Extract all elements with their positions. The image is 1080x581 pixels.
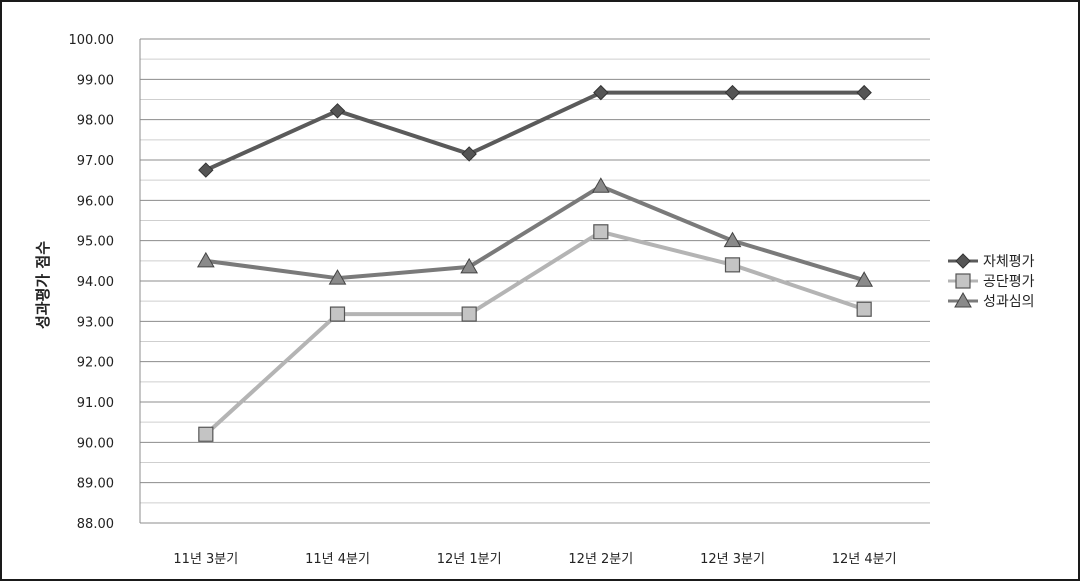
series-0-point-3 [593, 84, 609, 101]
legend-marker-2 [954, 291, 972, 308]
series-2-point-5 [855, 271, 874, 287]
series-line-2 [205, 184, 865, 283]
series-1-point-5 [856, 301, 872, 317]
y-tick-label-9: 97.00 [77, 154, 114, 169]
series-1-point-3 [593, 224, 609, 240]
series-markers [196, 84, 874, 442]
series-0-point-5 [856, 84, 872, 101]
legend-marker-1 [955, 273, 971, 289]
series-0-point-2 [461, 146, 477, 162]
legend-label-2: 성과심의 [983, 294, 1035, 310]
series-line-1 [204, 229, 865, 436]
y-tick-label-0: 88.00 [77, 517, 114, 532]
legend-marker-0 [955, 253, 971, 269]
y-axis-title: 성과평가 점수 [34, 241, 52, 329]
y-tick-label-5: 93.00 [77, 315, 114, 330]
legend-label-0: 자체평가 [983, 254, 1035, 270]
series-line-0 [205, 90, 865, 172]
series-1-point-4 [724, 257, 741, 273]
y-tick-label-7: 95.00 [77, 235, 114, 250]
y-tick-label-4: 92.00 [77, 356, 114, 371]
series-0-point-1 [329, 103, 346, 119]
y-tick-label-6: 94.00 [77, 275, 114, 290]
x-tick-label-4: 12년 3분기 [700, 552, 765, 567]
x-tick-label-2: 12년 1분기 [437, 552, 502, 567]
x-tick-label-0: 11년 3분기 [173, 552, 238, 567]
series-lines [204, 90, 865, 436]
series-2-point-4 [723, 231, 742, 248]
x-axis-ticks: 11년 3분기 11년 4분기 12년 1분기 12년 2분기 12년 3분기 12년 4… [173, 552, 896, 567]
series-2-point-0 [196, 251, 215, 268]
x-tick-label-5: 12년 4분기 [832, 552, 897, 567]
y-tick-label-11: 99.00 [77, 73, 114, 88]
series-1-point-1 [329, 306, 346, 322]
legend-label-1: 공단평가 [983, 274, 1035, 290]
y-tick-label-2: 90.00 [77, 436, 114, 451]
series-2-point-3 [591, 177, 610, 193]
y-tick-label-8: 96.00 [77, 194, 114, 209]
y-tick-label-10: 98.00 [77, 114, 114, 129]
y-tick-label-12: 100.00 [69, 33, 115, 48]
grid-lines [139, 38, 930, 524]
x-tick-label-3: 12년 2분기 [568, 552, 633, 567]
series-0-point-0 [198, 162, 214, 178]
series-2-point-2 [460, 257, 479, 274]
x-tick-label-1: 11년 4분기 [305, 552, 370, 567]
y-tick-label-3: 91.00 [77, 396, 114, 411]
series-1-point-2 [461, 306, 477, 322]
y-axis-ticks: 88.00 89.00 90.00 91.00 92.00 93.00 94.00 95.00… [69, 33, 115, 532]
series-0-point-4 [724, 84, 741, 101]
y-tick-label-1: 89.00 [77, 477, 114, 492]
series-1-point-0 [198, 426, 214, 442]
series-2-point-1 [328, 269, 347, 285]
